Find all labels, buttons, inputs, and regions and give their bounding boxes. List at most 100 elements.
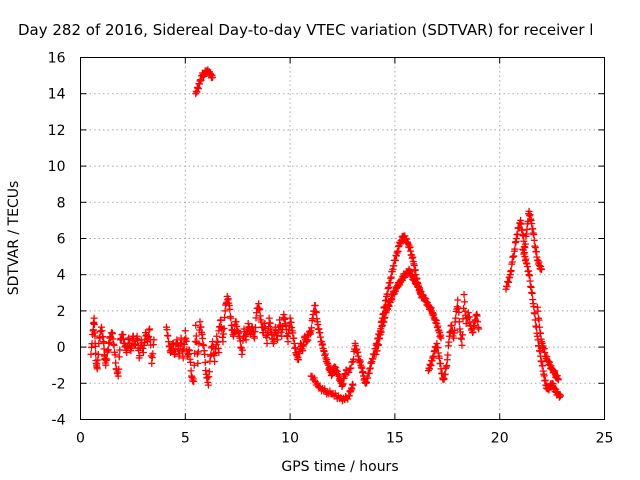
data-point xyxy=(104,346,112,354)
data-point xyxy=(194,359,202,367)
y-tick-label: 12 xyxy=(48,123,66,139)
data-point xyxy=(181,336,189,344)
data-point xyxy=(460,291,468,299)
data-point xyxy=(93,365,101,373)
data-point xyxy=(347,364,355,372)
y-tick-label: 10 xyxy=(48,159,66,175)
y-tick-label: 2 xyxy=(57,304,66,320)
data-point xyxy=(534,307,542,315)
data-point xyxy=(313,379,321,387)
data-point xyxy=(114,372,122,380)
data-point xyxy=(112,359,120,367)
data-point xyxy=(192,332,200,340)
data-point xyxy=(507,267,515,275)
data-point xyxy=(221,314,229,322)
grid-lines xyxy=(80,57,605,420)
data-point xyxy=(274,336,282,344)
data-point xyxy=(227,314,235,322)
data-point xyxy=(475,325,483,333)
data-point xyxy=(220,324,228,332)
chart-title: Day 282 of 2016, Sidereal Day-to-day VTE… xyxy=(18,21,593,39)
data-point xyxy=(454,296,462,304)
data-point xyxy=(182,337,190,345)
data-point xyxy=(111,351,119,359)
data-point xyxy=(201,350,209,358)
data-point xyxy=(270,338,278,346)
data-point xyxy=(455,318,463,326)
x-axis-label: GPS time / hours xyxy=(281,459,398,475)
x-tick-label: 0 xyxy=(76,431,85,447)
data-point xyxy=(94,351,102,359)
data-point xyxy=(452,314,460,322)
data-point xyxy=(115,365,123,373)
x-tick-label: 15 xyxy=(386,431,404,447)
data-point xyxy=(190,361,198,369)
data-point xyxy=(211,358,219,366)
data-point xyxy=(194,348,202,356)
data-point xyxy=(511,245,519,253)
data-point xyxy=(311,301,319,309)
data-point xyxy=(192,321,200,329)
data-point xyxy=(312,309,320,317)
data-point xyxy=(190,377,198,385)
data-point xyxy=(457,335,465,343)
data-point xyxy=(458,331,466,339)
data-point xyxy=(90,320,98,328)
data-point xyxy=(461,298,469,306)
data-point xyxy=(284,338,292,346)
data-point xyxy=(209,73,217,81)
axis-ticks xyxy=(80,57,605,420)
data-point xyxy=(310,374,318,382)
y-tick-label: 6 xyxy=(57,232,66,248)
data-point xyxy=(217,316,225,324)
data-point xyxy=(256,306,264,314)
data-point xyxy=(528,289,536,297)
data-point xyxy=(205,368,213,376)
data-point xyxy=(89,326,97,334)
data-point xyxy=(201,358,209,366)
data-point xyxy=(226,305,234,313)
data-point xyxy=(116,346,124,354)
data-point xyxy=(110,341,118,349)
data-point xyxy=(344,395,352,403)
data-point xyxy=(199,335,207,343)
data-point xyxy=(535,316,543,324)
data-point xyxy=(514,230,522,238)
data-point xyxy=(148,359,156,367)
data-point xyxy=(375,341,383,349)
y-tick-labels: -4 -2 0 2 4 6 8 10 12 14 16 xyxy=(48,51,66,429)
data-point xyxy=(252,324,260,332)
data-point xyxy=(136,352,144,360)
data-point xyxy=(115,353,123,361)
data-point xyxy=(146,325,154,333)
x-tick-label: 25 xyxy=(596,431,614,447)
data-point xyxy=(469,328,477,336)
data-point xyxy=(437,334,445,342)
data-point xyxy=(308,324,316,332)
y-tick-label: 14 xyxy=(48,87,66,103)
data-point xyxy=(242,336,250,344)
y-tick-label: 16 xyxy=(48,51,66,67)
x-tick-label: 20 xyxy=(491,431,509,447)
x-tick-labels: 0 5 10 15 20 25 xyxy=(76,431,613,447)
data-point xyxy=(445,338,453,346)
y-tick-label: -2 xyxy=(52,376,66,392)
data-point xyxy=(103,355,111,363)
x-tick-label: 10 xyxy=(281,431,299,447)
data-point xyxy=(187,358,195,366)
data-point xyxy=(181,327,189,335)
y-tick-label: -4 xyxy=(52,413,66,429)
data-point xyxy=(90,314,98,322)
data-point xyxy=(139,349,147,357)
data-point xyxy=(349,381,357,389)
data-point xyxy=(444,351,452,359)
data-point xyxy=(250,334,258,342)
data-point xyxy=(179,354,187,362)
data-point xyxy=(145,332,153,340)
data-point xyxy=(134,337,142,345)
y-tick-label: 8 xyxy=(57,195,66,211)
data-point xyxy=(263,339,271,347)
data-point xyxy=(453,303,461,311)
data-point xyxy=(455,308,463,316)
